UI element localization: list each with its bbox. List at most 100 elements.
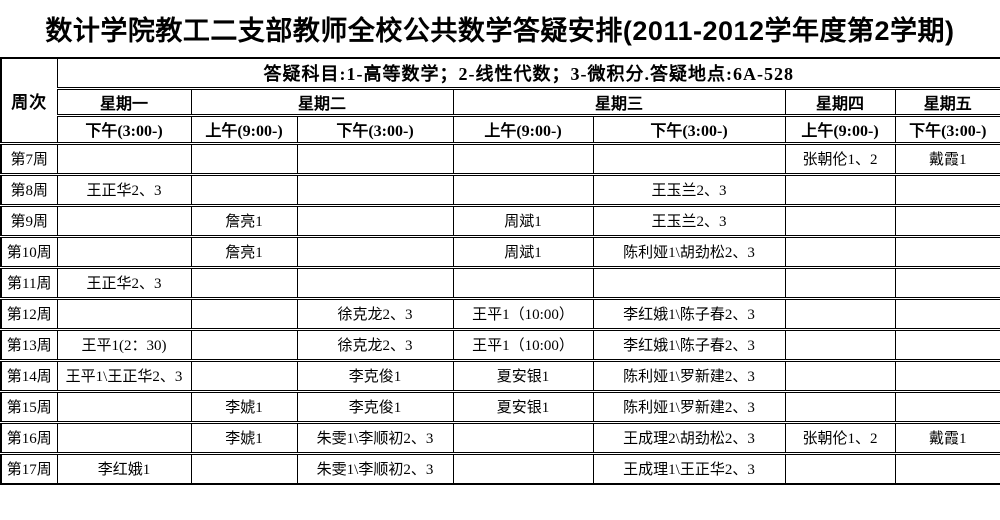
schedule-cell: 詹亮1 [190, 234, 298, 268]
table-row: 第12周 徐克龙2、3 王平1（10:00） 李红娥1\陈子春2、3 [0, 296, 1000, 330]
schedule-cell: 陈利娅1\罗新建2、3 [592, 358, 786, 392]
table-row: 第8周 王正华2、3 王玉兰2、3 [0, 172, 1000, 206]
schedule-cell [784, 389, 896, 423]
time-header-tue-am: 上午(9:00-) [190, 113, 298, 144]
table-row: 第17周 李红娥1 朱雯1\李顺初2、3 王成理1\王正华2、3 [0, 451, 1000, 485]
schedule-cell [894, 451, 1000, 485]
schedule-cell: 陈利娅1\罗新建2、3 [592, 389, 786, 423]
schedule-cell [784, 234, 896, 268]
table-row: 第10周 詹亮1 周斌1 陈利娅1\胡劲松2、3 [0, 234, 1000, 268]
schedule-cell: 李克俊1 [296, 358, 454, 392]
schedule-cell [592, 265, 786, 299]
schedule-cell: 詹亮1 [190, 203, 298, 237]
day-header-friday: 星期五 [894, 86, 1000, 116]
day-header-tuesday: 星期二 [190, 86, 454, 116]
time-header-fri-pm: 下午(3:00-) [894, 113, 1000, 144]
table-row: 第11周 王正华2、3 [0, 265, 1000, 299]
schedule-cell [894, 358, 1000, 392]
schedule-cell: 张朝伦1、2 [784, 141, 896, 175]
subject-note: 答疑科目:1-高等数学；2-线性代数；3-微积分.答疑地点:6A-528 [56, 58, 1000, 89]
schedule-cell [784, 451, 896, 485]
schedule-cell: 王平1（10:00） [452, 296, 594, 330]
schedule-cell: 周斌1 [452, 234, 594, 268]
schedule-table: 周次 答疑科目:1-高等数学；2-线性代数；3-微积分.答疑地点:6A-528 … [0, 57, 1000, 485]
week-label: 第8周 [0, 172, 58, 206]
schedule-cell: 朱雯1\李顺初2、3 [296, 451, 454, 485]
schedule-cell [452, 141, 594, 175]
schedule-cell [190, 358, 298, 392]
schedule-body: 第7周 张朝伦1、2 戴霞1 第8周 王正华2、3 王玉兰2、3 第9周 詹亮1… [0, 141, 1000, 485]
table-row: 第9周 詹亮1 周斌1 王玉兰2、3 [0, 203, 1000, 237]
schedule-cell: 王平1(2：30) [56, 327, 192, 361]
day-header-row: 星期一 星期二 星期三 星期四 星期五 [1, 86, 1000, 116]
schedule-cell [296, 203, 454, 237]
week-label: 第10周 [0, 234, 58, 268]
schedule-cell [452, 420, 594, 454]
week-label: 第15周 [0, 389, 58, 423]
schedule-cell [784, 265, 896, 299]
schedule-cell: 夏安银1 [452, 389, 594, 423]
schedule-cell [894, 172, 1000, 206]
time-header-mon-pm: 下午(3:00-) [56, 113, 192, 144]
schedule-cell [56, 420, 192, 454]
schedule-cell [452, 265, 594, 299]
week-label: 第11周 [0, 265, 58, 299]
schedule-cell: 王成理1\王正华2、3 [592, 451, 786, 485]
schedule-cell: 徐克龙2、3 [296, 327, 454, 361]
schedule-cell: 王平1（10:00） [452, 327, 594, 361]
day-header-wednesday: 星期三 [452, 86, 786, 116]
schedule-cell: 王玉兰2、3 [592, 172, 786, 206]
schedule-cell [784, 172, 896, 206]
schedule-cell [296, 141, 454, 175]
schedule-cell: 王成理2\胡劲松2、3 [592, 420, 786, 454]
schedule-cell [784, 358, 896, 392]
schedule-cell [894, 265, 1000, 299]
schedule-cell: 李红娥1\陈子春2、3 [592, 327, 786, 361]
time-header-wed-am: 上午(9:00-) [452, 113, 594, 144]
time-header-tue-pm: 下午(3:00-) [296, 113, 454, 144]
schedule-cell [894, 327, 1000, 361]
schedule-cell [190, 451, 298, 485]
schedule-cell: 张朝伦1、2 [784, 420, 896, 454]
schedule-cell: 戴霞1 [894, 141, 1000, 175]
table-row: 第16周 李婋1 朱雯1\李顺初2、3 王成理2\胡劲松2、3 张朝伦1、2 戴… [0, 420, 1000, 454]
week-label: 第13周 [0, 327, 58, 361]
schedule-cell [190, 296, 298, 330]
schedule-cell: 朱雯1\李顺初2、3 [296, 420, 454, 454]
schedule-cell: 陈利娅1\胡劲松2、3 [592, 234, 786, 268]
schedule-cell [452, 451, 594, 485]
schedule-cell [190, 327, 298, 361]
schedule-cell [190, 172, 298, 206]
week-label: 第7周 [0, 141, 58, 175]
week-label: 第14周 [0, 358, 58, 392]
schedule-cell [452, 172, 594, 206]
table-row: 第15周 李婋1 李克俊1 夏安银1 陈利娅1\罗新建2、3 [0, 389, 1000, 423]
schedule-cell [296, 265, 454, 299]
schedule-cell [56, 203, 192, 237]
subject-row: 周次 答疑科目:1-高等数学；2-线性代数；3-微积分.答疑地点:6A-528 [0, 58, 1000, 144]
day-header-monday: 星期一 [56, 86, 192, 116]
schedule-cell: 夏安银1 [452, 358, 594, 392]
schedule-cell: 李红娥1 [56, 451, 192, 485]
schedule-cell [784, 296, 896, 330]
schedule-cell [56, 296, 192, 330]
week-col-header: 周次 [0, 58, 58, 144]
schedule-cell [784, 327, 896, 361]
day-header-thursday: 星期四 [784, 86, 896, 116]
schedule-cell: 李红娥1\陈子春2、3 [592, 296, 786, 330]
schedule-cell [190, 265, 298, 299]
schedule-cell [592, 141, 786, 175]
schedule-cell [190, 141, 298, 175]
week-label: 第9周 [0, 203, 58, 237]
schedule-cell [56, 389, 192, 423]
schedule-cell: 王正华2、3 [56, 265, 192, 299]
schedule-cell [894, 389, 1000, 423]
table-row: 第13周 王平1(2：30) 徐克龙2、3 王平1（10:00） 李红娥1\陈子… [0, 327, 1000, 361]
schedule-cell [784, 203, 896, 237]
week-label: 第16周 [0, 420, 58, 454]
schedule-cell: 王正华2、3 [56, 172, 192, 206]
schedule-cell [56, 141, 192, 175]
time-header-row: 下午(3:00-) 上午(9:00-) 下午(3:00-) 上午(9:00-) … [1, 113, 1000, 144]
schedule-cell [894, 296, 1000, 330]
schedule-cell: 徐克龙2、3 [296, 296, 454, 330]
